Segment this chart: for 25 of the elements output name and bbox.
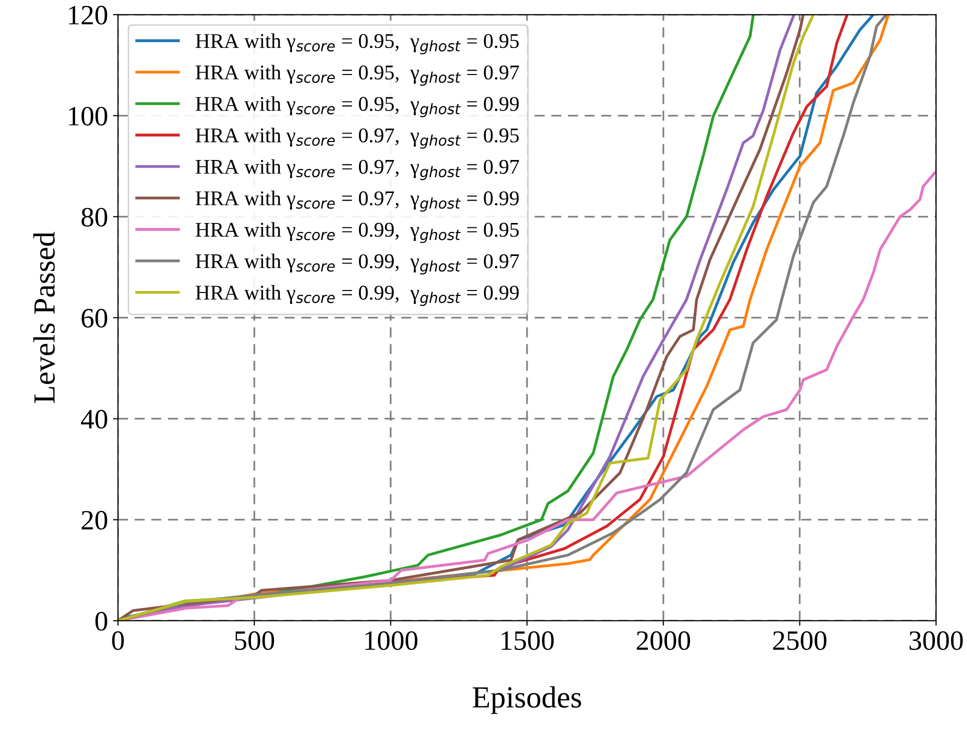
x-axis-title: Episodes	[472, 686, 582, 714]
legend-label: HRA with γ$_{score}$ = 0.95, γ$_{ghost}$ = 0.97	[196, 64, 519, 86]
legend-label: HRA with γ$_{score}$ = 0.95, γ$_{ghost}$ = 0.95	[196, 33, 519, 54]
x-tick-label: 3000	[910, 631, 963, 650]
legend-label: HRA with γ$_{score}$ = 0.99, γ$_{ghost}$ = 0.95	[196, 222, 519, 244]
y-tick-label: 20	[82, 510, 108, 530]
legend-label: HRA with γ$_{score}$ = 0.97, γ$_{ghost}$ = 0.97	[196, 159, 519, 180]
x-tick-label: 2000	[636, 631, 690, 650]
x-tick-label: 500	[235, 631, 274, 650]
y-tick-label: 40	[81, 410, 108, 429]
legend-label: HRA with γ$_{score}$ = 0.99, γ$_{ghost}$ = 0.99	[196, 285, 519, 306]
y-tick-label: 80	[82, 208, 108, 227]
y-tick-label: 100	[69, 106, 108, 126]
legend-label: HRA with γ$_{score}$ = 0.95, γ$_{ghost}$ = 0.99	[196, 96, 519, 118]
legend-label: HRA with γ$_{score}$ = 0.99, γ$_{ghost}$ = 0.97	[196, 254, 519, 275]
x-tick-label: 1500	[502, 631, 554, 650]
x-tick-label: 2500	[773, 631, 826, 650]
legend-label: HRA with γ$_{score}$ = 0.97, γ$_{ghost}$ = 0.99	[196, 190, 519, 212]
y-tick-label: 60	[82, 308, 108, 328]
legend-label: HRA with γ$_{score}$ = 0.97, γ$_{ghost}$ = 0.95	[196, 128, 519, 149]
x-tick-label: 1000	[365, 631, 418, 650]
y-tick-label: 120	[69, 6, 108, 25]
x-tick-label: 0	[112, 631, 124, 650]
y-tick-label: 0	[95, 612, 108, 631]
y-axis-title: Levels Passed	[33, 232, 55, 403]
